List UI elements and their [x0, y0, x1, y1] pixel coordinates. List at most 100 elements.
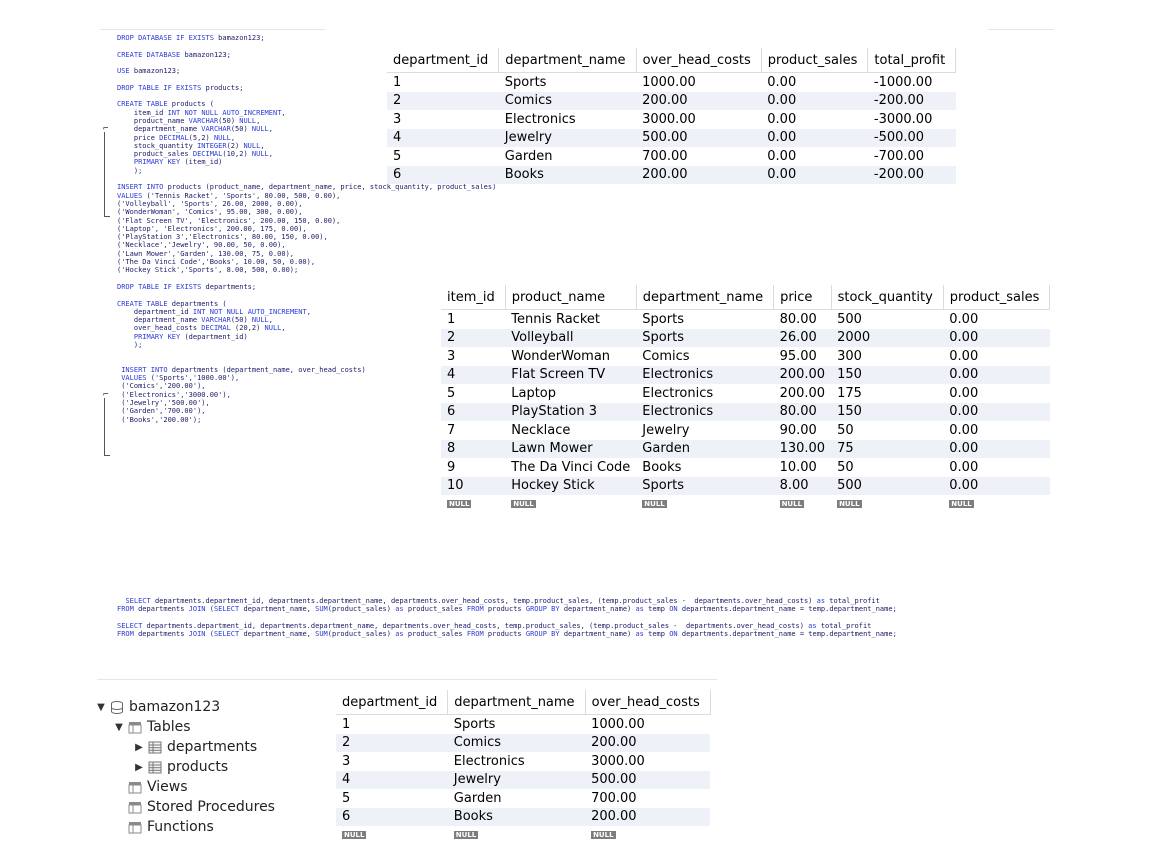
- table-cell[interactable]: 90.00: [779, 422, 817, 438]
- table-cell[interactable]: Comics: [447, 733, 586, 752]
- table-cell[interactable]: -200.00: [867, 91, 956, 110]
- departments-result-grid[interactable]: department_id department_name over_head_co…: [336, 690, 711, 845]
- table-cell[interactable]: 0.00: [767, 74, 797, 90]
- expand-arrow-icon[interactable]: ▼: [115, 721, 123, 733]
- table-cell[interactable]: Necklace: [511, 422, 571, 438]
- fold-marker-departments[interactable]: ⌐: [103, 390, 109, 400]
- table-cell[interactable]: 8: [441, 439, 506, 458]
- table-cell[interactable]: 4: [387, 128, 499, 147]
- table-cell[interactable]: -1000.00: [873, 74, 933, 90]
- table-cell[interactable]: 0.00: [949, 311, 979, 327]
- column-header[interactable]: department_name: [447, 690, 586, 715]
- table-cell[interactable]: Jewelry: [642, 422, 690, 438]
- table-cell[interactable]: Garden: [453, 790, 502, 806]
- table-cell[interactable]: 150: [831, 402, 944, 421]
- table-row[interactable]: 6 Books 200.00: [336, 807, 711, 826]
- table-cell[interactable]: Hockey Stick: [505, 476, 637, 495]
- collapse-arrow-icon[interactable]: ▶: [135, 761, 143, 773]
- column-header[interactable]: total_profit: [867, 48, 957, 73]
- table-cell[interactable]: Jewelry: [498, 128, 637, 147]
- schema-node-database[interactable]: ▼ bamazon123: [95, 697, 275, 717]
- null-cell[interactable]: NULL: [505, 495, 636, 514]
- table-row[interactable]: 3 WonderWoman Comics 95.00 300 0.00: [441, 347, 1050, 366]
- table-cell[interactable]: 3000.00: [591, 753, 645, 769]
- table-cell[interactable]: 200.00: [773, 365, 832, 384]
- table-cell[interactable]: 0.00: [943, 476, 1050, 495]
- schema-node-tables[interactable]: ▼ Tables: [95, 717, 275, 737]
- table-cell[interactable]: Sports: [636, 476, 774, 495]
- table-cell[interactable]: Comics: [642, 348, 690, 364]
- column-header[interactable]: price: [773, 285, 832, 310]
- column-header[interactable]: over_head_costs: [585, 690, 711, 715]
- table-cell[interactable]: Books: [447, 807, 586, 826]
- table-cell[interactable]: 5: [342, 790, 351, 806]
- table-cell[interactable]: Jewelry: [447, 770, 586, 789]
- table-cell[interactable]: 4: [441, 365, 506, 384]
- table-cell[interactable]: 8.00: [773, 476, 832, 495]
- table-cell[interactable]: Electronics: [453, 753, 525, 769]
- table-cell[interactable]: 0.00: [767, 148, 797, 164]
- table-cell[interactable]: 1: [447, 311, 456, 327]
- sql-select-statements[interactable]: SELECT departments.department_id, depart…: [117, 597, 897, 638]
- table-row[interactable]: 4 Jewelry 500.00: [336, 770, 711, 789]
- table-cell[interactable]: 500: [837, 311, 862, 327]
- table-cell[interactable]: -500.00: [867, 128, 956, 147]
- table-cell[interactable]: Electronics: [504, 111, 576, 127]
- table-cell[interactable]: PlayStation 3: [505, 402, 637, 421]
- table-cell[interactable]: 200.00: [636, 165, 762, 184]
- table-cell[interactable]: -3000.00: [873, 111, 933, 127]
- column-header[interactable]: department_name: [498, 48, 637, 73]
- null-cell[interactable]: NULL: [943, 495, 1050, 514]
- table-cell[interactable]: 500.00: [585, 770, 711, 789]
- table-row[interactable]: 2 Comics 200.00 0.00 -200.00: [387, 91, 956, 110]
- table-cell[interactable]: 6: [336, 807, 448, 826]
- table-cell[interactable]: 130.00: [773, 439, 832, 458]
- table-cell[interactable]: 0.00: [943, 365, 1050, 384]
- table-cell[interactable]: 3000.00: [642, 111, 696, 127]
- table-cell[interactable]: 6: [441, 402, 506, 421]
- table-cell[interactable]: Garden: [636, 439, 774, 458]
- table-cell[interactable]: 80.00: [773, 402, 832, 421]
- table-cell[interactable]: The Da Vinci Code: [511, 459, 631, 475]
- table-cell[interactable]: 1000.00: [591, 716, 645, 732]
- table-cell[interactable]: 50: [837, 459, 854, 475]
- null-cell[interactable]: NULL: [585, 826, 710, 845]
- table-row[interactable]: 3 Electronics 3000.00 0.00 -3000.00: [387, 110, 956, 129]
- table-cell[interactable]: 5: [393, 148, 402, 164]
- table-cell[interactable]: 95.00: [779, 348, 817, 364]
- schema-node-views[interactable]: Views: [95, 777, 275, 797]
- table-cell[interactable]: Comics: [498, 91, 637, 110]
- null-cell[interactable]: NULL: [636, 495, 773, 514]
- table-cell[interactable]: 5: [447, 385, 456, 401]
- products-result-grid[interactable]: item_id product_name department_name price s…: [441, 285, 1051, 514]
- table-cell[interactable]: 0.00: [761, 91, 868, 110]
- column-header[interactable]: product_sales: [943, 285, 1051, 310]
- schema-node-functions[interactable]: Functions: [95, 817, 275, 837]
- table-row[interactable]: 1 Tennis Racket Sports 80.00 500 0.00: [441, 310, 1050, 329]
- table-cell[interactable]: 26.00: [773, 328, 832, 347]
- table-cell[interactable]: 500.00: [636, 128, 762, 147]
- table-cell[interactable]: Electronics: [636, 365, 774, 384]
- table-cell[interactable]: 0.00: [943, 439, 1050, 458]
- null-cell[interactable]: NULL: [441, 495, 505, 514]
- table-cell[interactable]: 0.00: [949, 422, 979, 438]
- table-cell[interactable]: Tennis Racket: [511, 311, 600, 327]
- new-row-placeholder[interactable]: NULL NULL NULL NULL NULL NULL: [441, 495, 1050, 514]
- table-cell[interactable]: -200.00: [867, 165, 956, 184]
- schema-node-procedures[interactable]: Stored Procedures: [95, 797, 275, 817]
- table-cell[interactable]: 200.00: [585, 807, 711, 826]
- table-cell[interactable]: Garden: [504, 148, 553, 164]
- table-cell[interactable]: Laptop: [511, 385, 556, 401]
- table-cell[interactable]: 50: [837, 422, 854, 438]
- column-header[interactable]: department_name: [636, 285, 775, 310]
- new-row-placeholder[interactable]: NULL NULL NULL: [336, 826, 710, 845]
- profit-result-grid[interactable]: department_id department_name over_head_co…: [387, 48, 957, 184]
- table-cell[interactable]: 150: [831, 365, 944, 384]
- table-row[interactable]: 10 Hockey Stick Sports 8.00 500 0.00: [441, 476, 1050, 495]
- table-cell[interactable]: 200.00: [585, 733, 711, 752]
- table-cell[interactable]: 1000.00: [642, 74, 696, 90]
- table-cell[interactable]: 0.00: [761, 165, 868, 184]
- table-cell[interactable]: 4: [336, 770, 448, 789]
- table-cell[interactable]: 1: [393, 74, 402, 90]
- table-cell[interactable]: 500: [831, 476, 944, 495]
